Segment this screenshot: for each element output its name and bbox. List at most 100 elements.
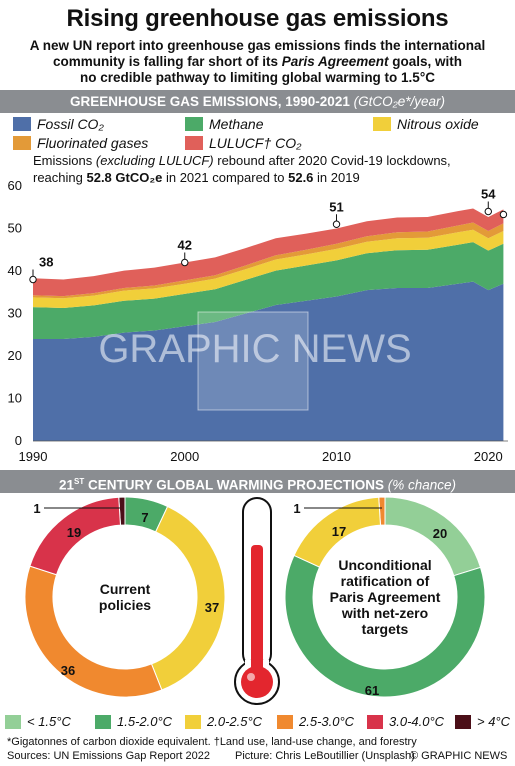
donut-center-label: Current <box>100 581 151 597</box>
donut-center-label: Unconditional <box>338 557 431 573</box>
area-series-2 <box>33 229 504 308</box>
legend-swatch <box>185 714 201 729</box>
data-label: 54 <box>481 187 496 202</box>
thermometer-highlight <box>247 673 255 681</box>
x-tick-label: 2020 <box>474 449 503 464</box>
note-value-2019: 52.6 <box>288 170 314 185</box>
area-series-1 <box>33 242 504 339</box>
section-title-sup: ST <box>73 477 85 486</box>
legend-lulucf: LULUCF† CO₂ <box>185 135 301 151</box>
label-dot <box>484 207 492 216</box>
section-title-projections-b: CENTURY GLOBAL WARMING PROJECTIONS <box>84 477 388 493</box>
legend-label: Nitrous oxide <box>397 116 479 132</box>
legend-label: Fossil CO₂ <box>37 116 104 132</box>
thermometer-mercury <box>251 545 263 680</box>
donut-value-label: 1 <box>293 501 300 516</box>
note-text: Emissions <box>33 153 96 168</box>
donut-slice-1-1 <box>124 496 169 533</box>
note-value-2021: 52.8 GtCO₂e <box>86 170 163 185</box>
legend-swatch <box>185 136 203 150</box>
end-dot <box>499 210 508 219</box>
donut-value-label: 37 <box>205 600 219 615</box>
donut-slice-2-3 <box>378 496 386 526</box>
donut-value-label: 7 <box>141 510 148 525</box>
y-tick-label: 40 <box>8 263 22 278</box>
data-label: 38 <box>39 255 53 270</box>
note-text: reaching <box>33 170 87 185</box>
x-tick-label: 2000 <box>170 449 199 464</box>
donut-center-label: policies <box>99 597 151 613</box>
note-text: in 2019 <box>313 170 360 185</box>
legend-nitrous-oxide: Nitrous oxide <box>373 116 479 132</box>
legend-swatch <box>95 714 111 729</box>
legend-label: 3.0-4.0°C <box>389 714 445 729</box>
donut-slice-2-0 <box>384 496 482 577</box>
watermark-text: GRAPHIC NEWS <box>98 327 411 371</box>
legend-label: < 1.5°C <box>27 714 71 729</box>
legend-swatch <box>277 714 293 729</box>
legend-3-0-4-0: 3.0-4.0°C <box>367 714 444 729</box>
x-tick-label: 1990 <box>19 449 48 464</box>
x-tick-label: 2010 <box>322 449 351 464</box>
legend-label: 1.5-2.0°C <box>117 714 173 729</box>
legend-label: 2.5-3.0°C <box>299 714 355 729</box>
thermometer-joint <box>245 660 269 670</box>
legend-2-5-3-0: 2.5-3.0°C <box>277 714 354 729</box>
legend-label: Fluorinated gases <box>37 135 149 151</box>
area-series-0 <box>33 281 504 441</box>
legend-swatch <box>13 136 31 150</box>
subtitle-line-2a: community is falling far short of its <box>52 54 282 69</box>
donut-slice-2-1 <box>284 554 486 698</box>
y-tick-label: 20 <box>8 348 22 363</box>
legend-label: > 4°C <box>477 714 511 729</box>
legend-swatch <box>367 714 383 729</box>
legend-fluorinated-gases: Fluorinated gases <box>13 135 148 151</box>
donut-value-label: 61 <box>365 683 379 698</box>
subtitle-line-2c: goals, with <box>388 54 463 69</box>
subtitle-line-2b: Paris Agreement <box>281 54 389 69</box>
legend-fossil-co2: Fossil CO₂ <box>13 116 104 132</box>
area-series-3 <box>33 222 504 299</box>
copyright: © GRAPHIC NEWS <box>410 750 508 762</box>
thermometer-tube <box>242 497 272 669</box>
legend-swatch <box>455 714 471 729</box>
page-title: Rising greenhouse gas emissions <box>66 5 449 32</box>
watermark-logo <box>197 311 309 411</box>
donut-value-label: 17 <box>332 524 346 539</box>
thermometer-bulb <box>241 666 273 698</box>
footnote: *Gigatonnes of carbon dioxide equivalent… <box>7 736 417 748</box>
legend-swatch <box>373 117 391 131</box>
section-header-projections: 21ST CENTURY GLOBAL WARMING PROJECTIONS … <box>0 470 515 493</box>
y-tick-label: 50 <box>8 221 22 236</box>
page-subtitle: A new UN report into greenhouse gas emis… <box>20 38 495 86</box>
legend-swatch <box>5 714 21 729</box>
legend-1-5-2-0: 1.5-2.0°C <box>95 714 172 729</box>
projection-legend: < 1.5°C 1.5-2.0°C 2.0-2.5°C 2.5-3.0°C 3.… <box>5 714 515 732</box>
legend-label: LULUCF† CO₂ <box>209 135 302 151</box>
section-title-projections: 21 <box>58 477 74 493</box>
data-label: 42 <box>178 238 192 253</box>
subtitle-line-3: no credible pathway to limiting global w… <box>80 70 435 85</box>
donut-center-label: ratification of <box>341 573 430 589</box>
note-text: (excluding LULUCF) <box>95 153 214 168</box>
legend-methane: Methane <box>185 116 263 132</box>
donut-slice-1-2 <box>150 505 226 691</box>
donut-value-label: 19 <box>67 525 81 540</box>
donut-center-label: with net-zero <box>341 605 428 621</box>
note-text: in 2021 compared to <box>162 170 289 185</box>
y-tick-label: 10 <box>8 391 22 406</box>
legend-swatch <box>185 117 203 131</box>
thermometer-bulb-outline <box>234 659 280 705</box>
donut-value-label: 36 <box>61 663 75 678</box>
section-units-projections: (% chance) <box>387 477 457 493</box>
legend-2-0-2-5: 2.0-2.5°C <box>185 714 262 729</box>
emissions-area-chart: 0 10 20 30 40 50 60 1990 2000 2010 2020 GRAPHIC NEW… <box>8 178 508 464</box>
label-dot <box>181 258 189 267</box>
donut-center-label: targets <box>362 621 409 637</box>
label-dot <box>332 220 341 228</box>
donut-center-label: Paris Agreement <box>330 589 441 605</box>
legend-swatch <box>13 117 31 131</box>
donut-slice-1-3 <box>24 565 163 698</box>
legend-label: Methane <box>209 116 264 132</box>
area-series-4 <box>33 208 504 297</box>
